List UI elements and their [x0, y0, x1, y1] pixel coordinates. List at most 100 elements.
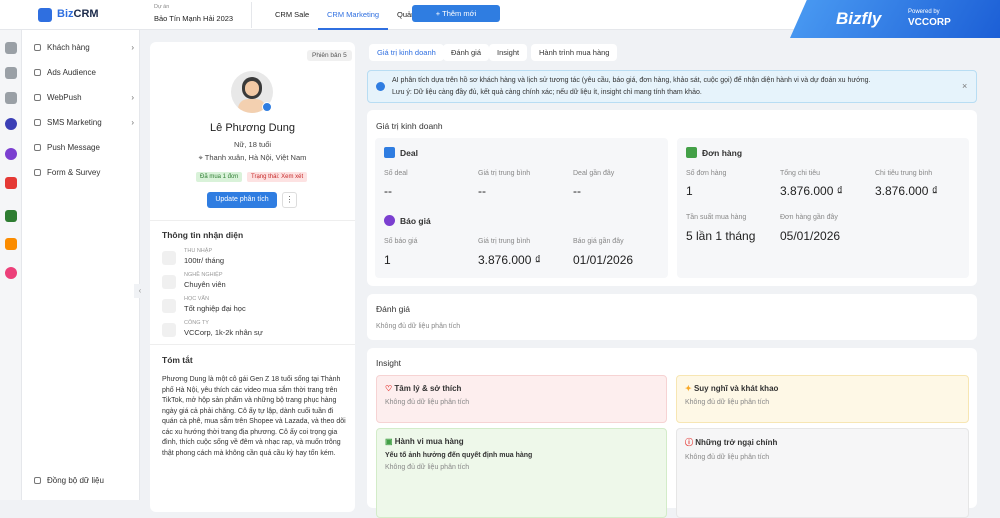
nav-tab-active[interactable]: CRM Marketing [327, 10, 380, 19]
menu-icon [34, 477, 41, 484]
empty-note: Không đủ dữ liệu phân tích [385, 464, 470, 471]
empty-note: Không đủ dữ liệu phân tích [685, 454, 770, 461]
location: Thanh xuân, Hà Nội, Việt Nam [204, 153, 307, 162]
metric-value: -- [573, 184, 581, 198]
divider [150, 220, 355, 221]
menu-item[interactable]: Khách hàng › [34, 41, 134, 55]
update-button[interactable]: Update phân tích [207, 192, 277, 208]
logo-icon [38, 8, 52, 22]
app-icon[interactable] [5, 67, 17, 79]
identity-value: 100tr/ tháng [184, 256, 225, 265]
bag-icon: ▣ [385, 437, 395, 446]
app-strip [0, 30, 22, 500]
metric-label: Tần suất mua hàng [686, 214, 747, 221]
badge: Đã mua 1 đơn [196, 172, 243, 182]
detail-tab[interactable]: Hành trình mua hàng [531, 44, 618, 61]
insight-card: ⓘ Những trở ngại chính Không đủ dữ liệu … [676, 428, 969, 518]
nav-tab[interactable]: Quản lý [397, 10, 423, 19]
sync-item[interactable]: Đồng bộ dữ liệu [34, 474, 134, 488]
app-icon[interactable] [5, 210, 17, 222]
menu-item[interactable]: WebPush › [34, 91, 134, 105]
menu-item[interactable]: Push Message [34, 141, 134, 155]
chevron: › [131, 43, 134, 52]
menu-label: Push Message [47, 143, 100, 152]
metric-value: 1 [686, 184, 693, 198]
section-title: Insight [376, 358, 402, 368]
metric-label: Số đơn hàng [686, 170, 727, 177]
alert-line: AI phân tích dựa trên hồ sơ khách hàng v… [392, 77, 871, 84]
identity-row: THU NHẬP 100tr/ tháng [162, 248, 347, 270]
menu-item[interactable]: Ads Audience [34, 66, 134, 80]
avatar-body [238, 99, 266, 113]
top-bar: BizCRM Dự án Bảo Tín Mạnh Hải 2023 CRM S… [0, 0, 1000, 38]
card-title: Báo giá [400, 216, 431, 226]
insight-title: Hành vi mua hàng [394, 437, 464, 446]
insight-title: Suy nghĩ và khát khao [693, 384, 779, 393]
project-select[interactable]: Dự án Bảo Tín Mạnh Hải 2023 [148, 2, 252, 28]
app-icon[interactable] [5, 42, 17, 54]
empty-note: Không đủ dữ liệu phân tích [376, 323, 461, 330]
bulb-icon: ✦ [685, 384, 694, 393]
badge: Trạng thái: Xem xét [247, 172, 308, 182]
detail-tab[interactable]: Insight [489, 44, 528, 61]
insight-section: Insight ♡ Tâm lý & sở thích Không đủ dữ … [367, 348, 977, 518]
app-icon[interactable] [5, 148, 17, 160]
card-title: Deal [400, 148, 418, 158]
metric-value: 3.876.000 ₫ [478, 253, 541, 267]
menu-item[interactable]: Form & Survey [34, 166, 134, 180]
app-icon[interactable] [5, 92, 17, 104]
identity-value: Tốt nghiệp đại học [184, 304, 246, 313]
identity-value: VCCorp, 1k-2k nhân sự [184, 328, 263, 337]
menu-label: Ads Audience [47, 68, 96, 77]
section-title: Giá trị kinh doanh [376, 121, 443, 131]
metric-value: -- [384, 184, 392, 198]
business-section: Giá trị kinh doanh Deal Số deal -- Giá t… [367, 110, 977, 286]
app-icon[interactable] [5, 118, 17, 130]
info-alert: AI phân tích dựa trên hồ sơ khách hàng v… [367, 70, 977, 103]
menu-label: Form & Survey [47, 168, 101, 177]
evaluation-section: Đánh giá Không đủ dữ liệu phân tích [367, 294, 977, 340]
collapse-toggle[interactable]: ‹ [134, 284, 146, 298]
identity-value: Chuyên viên [184, 280, 226, 289]
avatar-edit[interactable] [262, 102, 272, 112]
divider [150, 344, 355, 345]
app-icon[interactable] [5, 238, 17, 250]
summary-text: Phương Dung là một cô gái Gen Z 18 tuổi … [162, 376, 346, 457]
empty-note: Không đủ dữ liệu phân tích [385, 399, 470, 406]
metric-value: -- [478, 184, 486, 198]
section-title: Thông tin nhận diện [162, 230, 244, 240]
identity-row: HỌC VẤN Tốt nghiệp đại học [162, 296, 347, 318]
info-icon [376, 82, 385, 91]
profile-card: Phiên bản 5 Lê Phương Dung Nữ, 18 tuổi ⌖… [150, 42, 355, 512]
avatar-face [245, 81, 259, 96]
insight-title: Tâm lý & sở thích [394, 384, 462, 393]
menu-item[interactable]: SMS Marketing › [34, 116, 134, 130]
location-row: ⌖ Thanh xuân, Hà Nội, Việt Nam [150, 153, 355, 163]
empty-note: Không đủ dữ liệu phân tích [685, 399, 770, 406]
metric-value: 1 [384, 253, 391, 267]
metric-label: Chi tiêu trung bình [875, 170, 933, 177]
insight-subtitle: Yếu tố ảnh hưởng đến quyết định mua hàng [385, 452, 533, 459]
logo[interactable]: BizCRM [57, 8, 99, 20]
brand: Bizfly [836, 9, 882, 28]
active-underline [318, 28, 388, 30]
detail-tab[interactable]: Đánh giá [443, 44, 490, 61]
identity-label: THU NHẬP [184, 248, 213, 254]
insight-card: ▣ Hành vi mua hàng Yếu tố ảnh hưởng đến … [376, 428, 667, 518]
menu-icon [34, 119, 41, 126]
nav-tab[interactable]: CRM Sale [275, 10, 310, 19]
insight-card: ♡ Tâm lý & sở thích Không đủ dữ liệu phâ… [376, 375, 667, 423]
app-icon[interactable] [5, 267, 17, 279]
insight-title-row: ▣ Hành vi mua hàng [385, 437, 658, 446]
add-button[interactable]: + Thêm mới [412, 5, 500, 22]
menu-label: SMS Marketing [47, 118, 102, 127]
metric-label: Deal gần đây [573, 170, 615, 177]
side-menu: Khách hàng › Ads Audience WebPush › SMS Ma… [22, 30, 140, 500]
app-icon[interactable] [5, 177, 17, 189]
menu-icon [34, 169, 41, 176]
detail-tab-active[interactable]: Giá trị kinh doanh [369, 44, 444, 61]
alert-close[interactable]: × [962, 81, 968, 91]
more-button[interactable]: ⋮ [282, 192, 297, 208]
